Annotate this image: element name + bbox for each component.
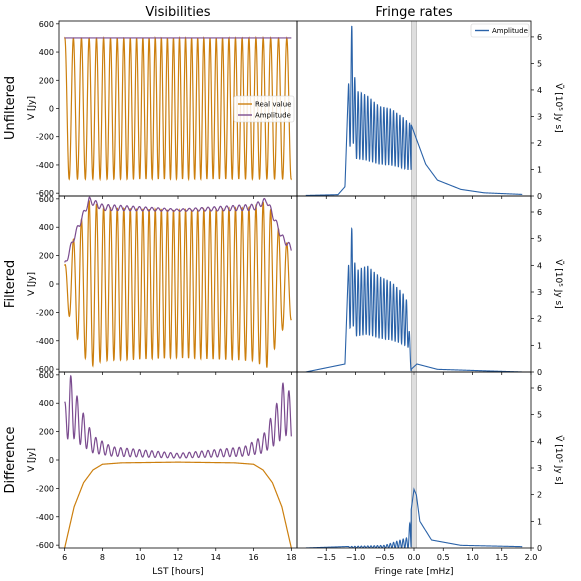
ytick-label: -200 <box>36 133 54 142</box>
ytick-label: 0 <box>49 456 54 465</box>
legend-label-real: Real value <box>255 101 291 109</box>
title-fringe-rates: Fringe rates <box>375 5 453 20</box>
ytick-label: -200 <box>36 484 54 493</box>
ytick-label: 3 <box>537 288 542 297</box>
ytick-label: 4 <box>537 261 542 270</box>
ytick-label: 2 <box>537 139 542 148</box>
right-ylabel-row1: Ṽ [10⁵ Jy s] <box>553 83 565 133</box>
xtick-label: 1.5 <box>495 553 508 562</box>
legend-visibilities: Real value Amplitude <box>233 95 295 123</box>
row-label-unfiltered: Unfiltered <box>3 76 18 140</box>
xtick-label: 2.0 <box>525 553 538 562</box>
xtick-label: 8 <box>100 553 105 562</box>
right-xlabel: Fringe rate [mHz] <box>375 567 454 577</box>
ytick-label: 200 <box>39 252 54 261</box>
right-ylabel-row2: Ṽ [10⁵ Jy s] <box>553 259 565 309</box>
ytick-label: 0 <box>537 192 542 201</box>
ytick-label: 2 <box>537 315 542 324</box>
real-value-line <box>64 35 292 182</box>
ytick-label: -400 <box>36 337 54 346</box>
ytick-label: -200 <box>36 308 54 317</box>
title-visibilities: Visibilities <box>145 5 210 20</box>
ytick-label: 0 <box>537 544 542 553</box>
ytick-label: 1 <box>537 341 542 350</box>
xtick-label: 14 <box>211 553 221 562</box>
plot-area: -600-400-2000200400600-600-400-200020040… <box>36 20 542 562</box>
ytick-label: 1 <box>537 165 542 174</box>
amplitude-line <box>64 196 292 263</box>
row-label-filtered: Filtered <box>3 260 18 308</box>
row-label-difference: Difference <box>3 426 18 493</box>
right-ylabel-row3: Ṽ [10⁵ Jy s] <box>553 435 565 485</box>
ytick-label: 400 <box>39 399 54 408</box>
ytick-label: 0 <box>49 105 54 114</box>
xtick-label: 0.5 <box>437 553 450 562</box>
ytick-label: 400 <box>39 48 54 57</box>
ytick-label: 6 <box>537 33 542 42</box>
real-value-line <box>64 461 292 548</box>
fringe-panel-2 <box>305 196 523 372</box>
left-ylabel-row1: V [Jy] <box>27 96 37 120</box>
ytick-label: 5 <box>537 235 542 244</box>
xtick-label: 6 <box>62 553 67 562</box>
xtick-label: 18 <box>286 553 296 562</box>
amplitude-line <box>64 374 292 459</box>
fringe-amplitude-line <box>305 25 523 196</box>
xtick-label: 0.0 <box>408 553 421 562</box>
ytick-label: 2 <box>537 491 542 500</box>
ytick-label: 3 <box>537 464 542 473</box>
ytick-label: 600 <box>39 20 54 29</box>
fringe-amplitude-line <box>305 487 523 548</box>
ytick-label: -600 <box>36 541 54 550</box>
xtick-label: −1.5 <box>317 553 336 562</box>
left-xlabel: LST [hours] <box>152 567 203 577</box>
visibility-panel-1 <box>64 35 292 182</box>
legend-fringe: Amplitude <box>470 23 530 38</box>
ytick-label: 1 <box>537 517 542 526</box>
xtick-label: −1.0 <box>346 553 365 562</box>
ytick-label: 4 <box>537 86 542 95</box>
ytick-label: 600 <box>39 195 54 204</box>
ytick-label: 0 <box>537 368 542 377</box>
ytick-label: 400 <box>39 223 54 232</box>
ytick-label: 4 <box>537 437 542 446</box>
ytick-label: -400 <box>36 161 54 170</box>
ytick-label: -600 <box>36 189 54 198</box>
left-ylabel-row2: V [Jy] <box>27 272 37 296</box>
ytick-label: 5 <box>537 59 542 68</box>
ytick-label: 5 <box>537 411 542 420</box>
filter-band <box>411 21 417 196</box>
ytick-label: 6 <box>537 208 542 217</box>
visibility-panel-2 <box>64 196 292 368</box>
xtick-label: 12 <box>173 553 183 562</box>
ytick-label: 0 <box>49 280 54 289</box>
xtick-label: 1.0 <box>466 553 479 562</box>
ytick-label: 3 <box>537 112 542 121</box>
ytick-label: 200 <box>39 428 54 437</box>
filter-band <box>411 196 417 372</box>
legend-label-fringe-amplitude: Amplitude <box>492 27 528 35</box>
xtick-label: 10 <box>135 553 145 562</box>
left-ylabel-row3: V [Jy] <box>27 448 37 472</box>
real-value-line <box>64 200 292 368</box>
xtick-label: −0.5 <box>375 553 394 562</box>
ytick-label: 200 <box>39 76 54 85</box>
ytick-label: 600 <box>39 371 54 380</box>
visibility-panel-3-frame <box>58 371 298 549</box>
filter-band <box>411 372 417 548</box>
ytick-label: -400 <box>36 513 54 522</box>
legend-box <box>470 23 530 38</box>
legend-label-amplitude: Amplitude <box>255 112 291 120</box>
fringe-panel-3 <box>305 372 523 548</box>
fringe-panel-1 <box>305 21 523 196</box>
ytick-label: -600 <box>36 365 54 374</box>
ytick-label: 6 <box>537 384 542 393</box>
xtick-label: 16 <box>248 553 258 562</box>
visibility-panel-3 <box>64 374 292 548</box>
fringe-amplitude-line <box>305 226 523 372</box>
